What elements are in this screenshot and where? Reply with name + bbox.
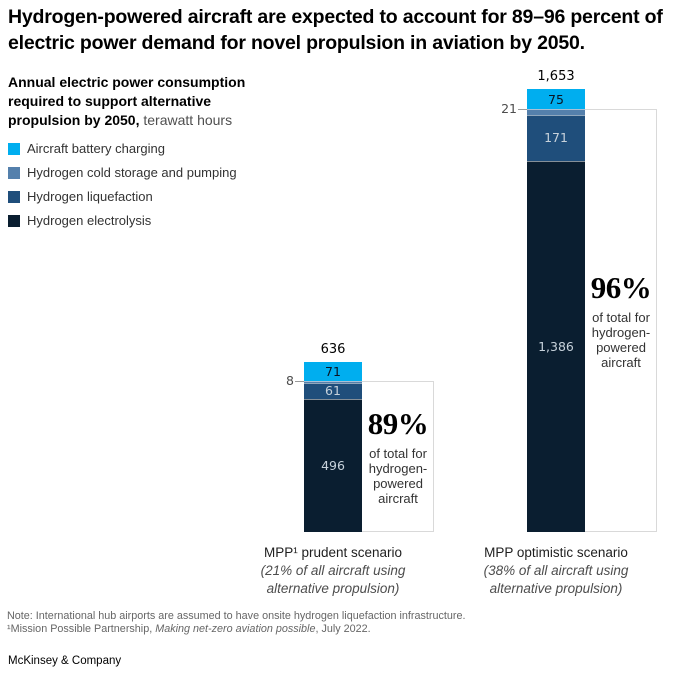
pct-caption: of total for hydrogen-powered aircraft [591, 310, 651, 371]
bar-segment-hydrogen-liquefaction: 171 [527, 114, 585, 161]
category-subtitle: (21% of all aircraft using alternative p… [260, 563, 406, 596]
legend-swatch-aircraft-battery-charging [8, 142, 20, 155]
legend-swatch-hydrogen-cold-storage-and-pumping [8, 166, 20, 179]
footnote-line2-source: Making net-zero aviation possible [155, 622, 316, 635]
segment-value-label: 75 [548, 91, 564, 107]
legend-item-hydrogen-liquefaction: Hydrogen liquefaction [8, 189, 237, 204]
segment-value-label-outside: 21 [501, 101, 517, 117]
legend-label: Hydrogen cold storage and pumping [27, 165, 237, 180]
legend-label: Aircraft battery charging [27, 141, 166, 156]
pct-annotation: 96% of total for hydrogen-powered aircraf… [585, 109, 657, 532]
bar-segment-hydrogen-cold-storage-and-pumping [527, 109, 585, 115]
label-tick-line [518, 109, 527, 111]
category-label: MPP optimistic scenario (38% of all aircr… [471, 544, 641, 598]
pct-value: 96% [590, 270, 652, 306]
category-label: MPP¹ prudent scenario (21% of all aircraf… [248, 544, 418, 598]
category-subtitle: (38% of all aircraft using alternative p… [483, 563, 629, 596]
bar-segment-hydrogen-cold-storage-and-pumping [304, 380, 362, 383]
legend-item-hydrogen-cold-storage-and-pumping: Hydrogen cold storage and pumping [8, 165, 237, 180]
stacked-bar: 71 61 496 [304, 361, 362, 532]
bar-segment-hydrogen-electrolysis: 496 [304, 399, 362, 532]
footnote-line1: Note: International hub airports are ass… [7, 610, 466, 622]
pct-caption: of total for hydrogen-powered aircraft [368, 445, 428, 506]
bar-total-label: 636 [320, 341, 346, 357]
legend-swatch-hydrogen-liquefaction [8, 190, 20, 203]
bar-segment-hydrogen-liquefaction: 61 [304, 382, 362, 400]
bar-segment-hydrogen-electrolysis: 1,386 [527, 160, 585, 532]
legend-label: Hydrogen electrolysis [27, 213, 152, 228]
bar-segment-aircraft-battery-charging: 75 [527, 88, 585, 110]
segment-value-label: 71 [325, 363, 341, 379]
label-tick-line [295, 380, 304, 382]
footnote-line2-prefix: ¹Mission Possible Partnership, [7, 622, 156, 635]
segment-value-label: 171 [544, 130, 568, 146]
bar-total-label: 1,653 [537, 68, 575, 84]
legend-swatch-hydrogen-electrolysis [8, 214, 20, 227]
legend-label: Hydrogen liquefaction [27, 189, 153, 204]
segment-value-label: 61 [325, 383, 341, 399]
legend-item-aircraft-battery-charging: Aircraft battery charging [8, 141, 237, 156]
chart-title: Hydrogen-powered aircraft are expected t… [8, 6, 663, 54]
category-name: MPP optimistic scenario [484, 545, 628, 560]
segment-value-label: 1,386 [538, 338, 574, 354]
subtitle-bold: Annual electric power consumption requir… [8, 74, 246, 128]
legend: Aircraft battery charging Hydrogen cold s… [8, 141, 237, 237]
footnote-line2: ¹Mission Possible Partnership, Making ne… [7, 623, 466, 636]
category-name: MPP¹ prudent scenario [263, 545, 403, 560]
pct-annotation: 89% of total for hydrogen-powered aircraf… [362, 381, 434, 532]
chart-subtitle: Annual electric power consumption requir… [8, 73, 270, 130]
stacked-bar: 75 171 1,386 [527, 88, 585, 532]
bar-segment-aircraft-battery-charging: 71 [304, 361, 362, 381]
pct-value: 89% [367, 405, 429, 441]
legend-item-hydrogen-electrolysis: Hydrogen electrolysis [8, 213, 237, 228]
segment-value-label: 496 [321, 458, 345, 473]
subtitle-unit: terawatt hours [139, 112, 233, 128]
segment-value-label-outside: 8 [286, 372, 294, 388]
mckinsey-wordmark: McKinsey & Company [8, 655, 122, 667]
footnotes: Note: International hub airports are ass… [7, 610, 466, 635]
footnote-line2-suffix: , July 2022. [315, 622, 371, 635]
